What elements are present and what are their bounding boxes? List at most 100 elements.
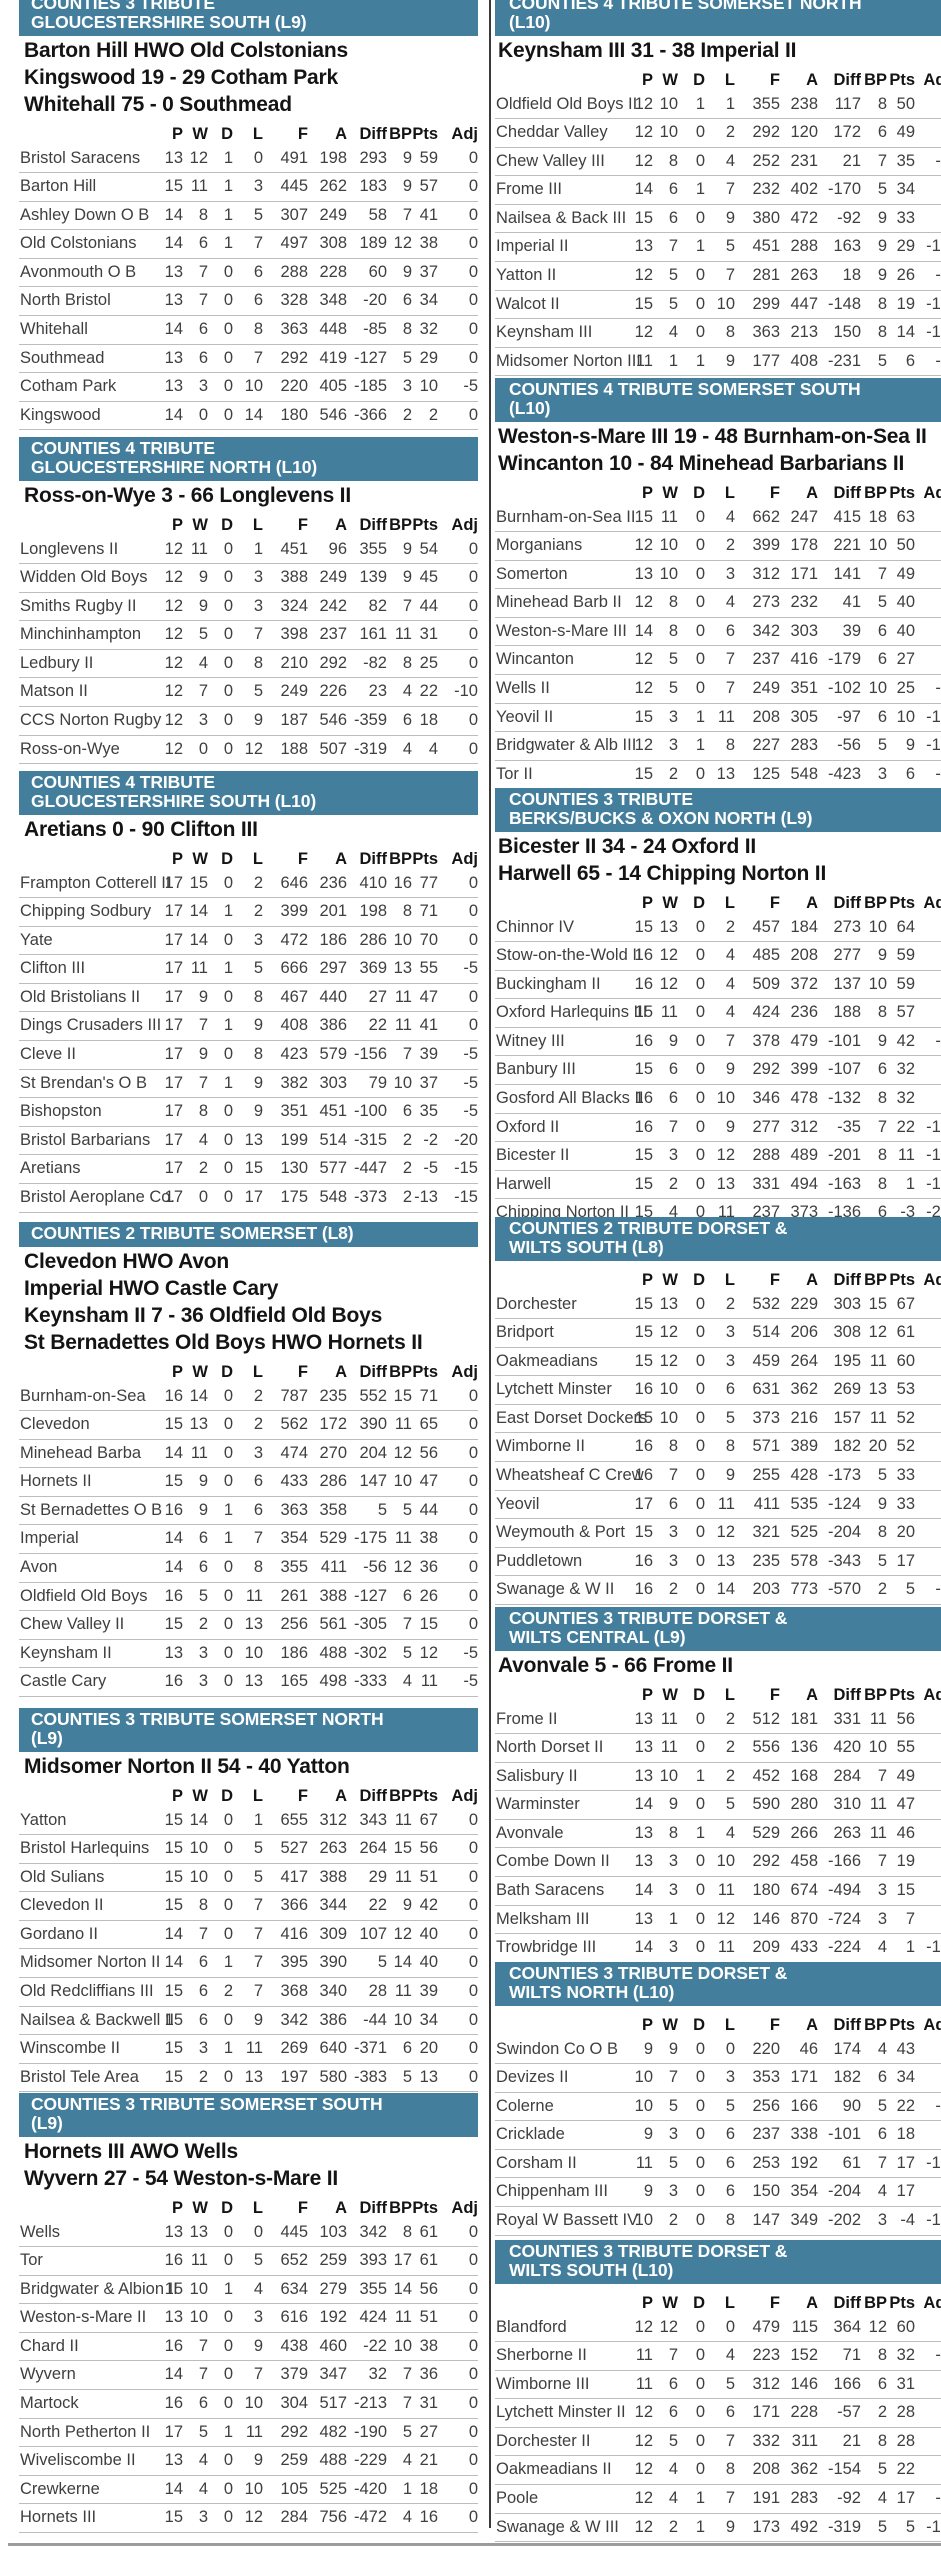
col-header-F: F (769, 70, 780, 89)
stat-L: 5 (253, 682, 263, 701)
stat-Adj: 0 (915, 1376, 941, 1404)
stat-BP: 5 (877, 351, 887, 370)
stat-A: 386 (319, 1016, 347, 1035)
stat-W: 5 (668, 294, 678, 313)
stat-P: 15 (164, 2010, 183, 2029)
match-result: Keynsham III 31 - 38 Imperial II (498, 38, 797, 62)
team-name: Oakmeadians (496, 1351, 598, 1370)
stat-Diff: -319 (353, 739, 387, 758)
stat-L: 11 (717, 1881, 735, 1900)
stat-F: 457 (752, 917, 780, 936)
stat-D: 0 (223, 1615, 233, 1634)
team-name-header (19, 2196, 138, 2219)
stat-F: 165 (280, 1672, 308, 1691)
stat-L: 2 (253, 873, 263, 892)
stat-D: 0 (223, 291, 233, 310)
stat-BP: 6 (877, 2374, 887, 2393)
match-results: Barton Hill HWO Old Colstonians Kingswood… (24, 37, 478, 118)
stat-Diff: -166 (827, 1852, 861, 1871)
stat-D: 0 (695, 2182, 705, 2201)
stat-L: 7 (253, 2365, 263, 2384)
stat-Diff: 277 (833, 946, 861, 965)
stat-A: 270 (319, 1443, 347, 1462)
stat-W: 12 (659, 1351, 678, 1370)
stat-A: 546 (319, 711, 347, 730)
stat-A: 348 (319, 291, 347, 310)
stat-A: 264 (790, 1351, 818, 1370)
team-name: Bridgwater & Alb III (496, 736, 637, 755)
col-header-F: F (297, 1362, 308, 1381)
stat-Pts: 31 (896, 2374, 915, 2393)
stat-F: 208 (752, 707, 780, 726)
stat-BP: 9 (877, 208, 887, 227)
stat-Diff: 79 (368, 1073, 387, 1092)
col-header-Pts: Pts (889, 2293, 915, 2312)
stat-BP: 13 (393, 959, 412, 978)
stat-W: 9 (668, 1031, 678, 1050)
stat-BP: 9 (877, 1494, 887, 1513)
stat-L: 10 (244, 1643, 263, 1662)
stat-A: 479 (790, 1031, 818, 1050)
league-band-title: (L10) (509, 398, 551, 418)
stat-BP: 6 (877, 707, 887, 726)
table-row: Yate 17 14 0 3 472 186 286 10 70 0 (19, 927, 478, 956)
match-results: Aretians 0 - 90 Clifton III (24, 816, 478, 843)
stat-F: 388 (280, 568, 308, 587)
stat-A: 344 (319, 1896, 347, 1915)
col-header-L: L (252, 1786, 263, 1805)
stat-P: 16 (164, 1386, 183, 1405)
stat-Pts: 25 (419, 653, 438, 672)
stat-A: 372 (790, 974, 818, 993)
stat-Adj: 0 (468, 2336, 478, 2355)
stat-BP: 8 (402, 2222, 412, 2241)
stat-D: 0 (695, 1323, 705, 1342)
stat-D: 0 (695, 208, 705, 227)
stat-Adj: 0 (915, 1056, 941, 1084)
team-name: Ledbury II (20, 653, 94, 672)
stat-A: 362 (790, 2460, 818, 2479)
stat-P: 15 (634, 1323, 653, 1342)
stat-F: 256 (280, 1615, 308, 1634)
team-name: Gosford All Blacks II (496, 1089, 644, 1108)
col-header-Adj: Adj (451, 849, 478, 868)
stat-Diff: 27 (368, 987, 387, 1006)
stat-W: 3 (668, 1852, 678, 1871)
stat-F: 186 (280, 1643, 308, 1662)
table-row: Avonvale1381452926626311460 (495, 1820, 941, 1849)
stat-D: 1 (695, 1766, 705, 1785)
stat-F: 366 (280, 1896, 308, 1915)
col-header-P: P (641, 70, 653, 89)
stat-P: 14 (164, 205, 183, 224)
stat-F: 220 (752, 2039, 780, 2058)
col-header-Adj: Adj (451, 2198, 478, 2217)
stat-F: 532 (752, 1294, 780, 1313)
stat-L: 14 (244, 405, 263, 424)
stat-D: 0 (695, 2211, 705, 2230)
team-name: Midsomer Norton III (496, 351, 641, 370)
stat-W: 2 (668, 1174, 678, 1193)
team-name: Royal W Bassett IV (496, 2211, 639, 2230)
stat-F: 662 (752, 507, 780, 526)
stat-A: 419 (319, 348, 347, 367)
stat-A: 340 (319, 1982, 347, 2001)
stat-Adj: 0 (915, 1433, 941, 1461)
stat-W: 11 (190, 1443, 208, 1462)
table-row: Chard II 16 7 0 9 438 460 -22 10 38 0 (19, 2333, 478, 2362)
stat-D: 0 (695, 1408, 705, 1427)
stat-A: 460 (319, 2336, 347, 2355)
stat-BP: 5 (877, 736, 887, 755)
col-header-Diff: Diff (833, 2015, 862, 2034)
stat-Adj: -5 (463, 1102, 478, 1121)
team-name: Bridgwater & Albion II (20, 2279, 178, 2298)
stat-BP: 15 (393, 1839, 412, 1858)
stat-Pts: 17 (896, 1551, 915, 1570)
col-header-Pts: Pts (412, 849, 438, 868)
team-name: Minchinhampton (20, 625, 142, 644)
stat-P: 16 (164, 2336, 183, 2355)
stat-A: 448 (319, 320, 347, 339)
team-name: Ross-on-Wye (20, 739, 120, 758)
stat-P: 12 (164, 739, 183, 758)
